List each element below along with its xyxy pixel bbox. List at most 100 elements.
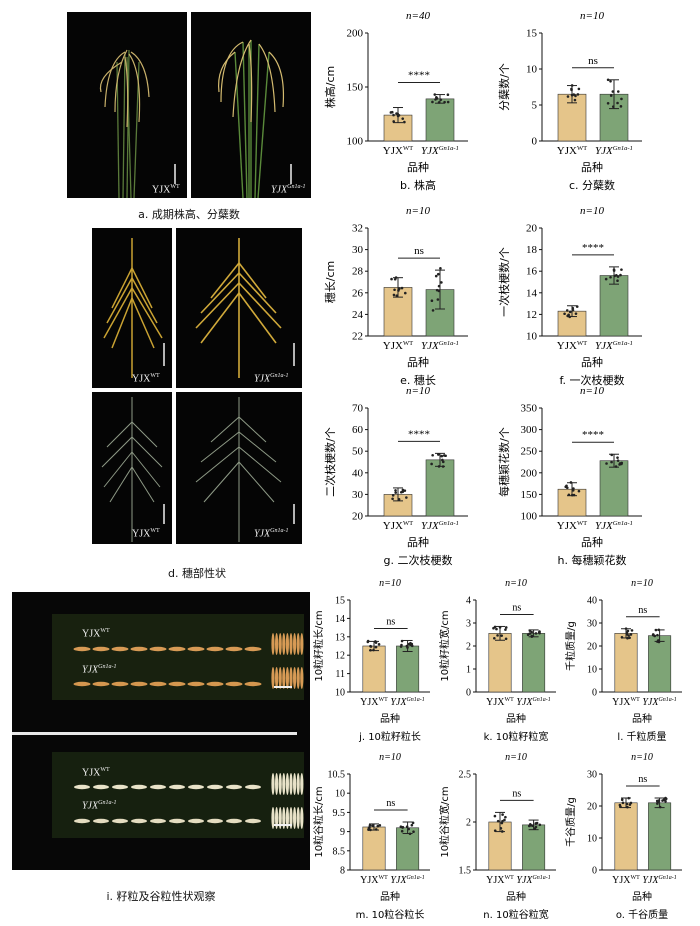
y-tick-label: 9 <box>340 827 345 838</box>
data-point <box>627 634 630 637</box>
data-point <box>441 458 444 462</box>
caption-i: i. 籽粒及谷粒性状观察 <box>106 890 216 903</box>
y-tick-label: 1 <box>466 665 471 676</box>
grain <box>187 681 205 687</box>
y-tick-label: 26 <box>352 287 364 299</box>
data-point <box>496 819 500 823</box>
y-tick-label: 100 <box>521 511 538 523</box>
grain <box>206 681 224 687</box>
n-label: n=40 <box>406 10 430 22</box>
x-axis-label: 品种 <box>581 355 603 369</box>
y-tick-label: 300 <box>521 424 538 436</box>
data-point <box>410 644 414 648</box>
chart-m: n=10 8 8.5 9 9.5 10 10.5 10粒谷粒长/cm YJXWT YJXGn1a-… <box>312 742 440 924</box>
data-point <box>573 98 577 102</box>
data-point <box>504 628 507 631</box>
y-tick-label: 13 <box>335 632 345 643</box>
x-axis-label: 品种 <box>506 890 526 903</box>
x-tick-label: YJXWT <box>486 697 514 708</box>
bar-wt <box>614 802 638 871</box>
y-tick-label: 11 <box>335 669 345 680</box>
grain <box>300 807 304 829</box>
seed-tray-bottom <box>52 752 304 838</box>
grain <box>149 681 167 687</box>
x-axis-label: 品种 <box>581 160 603 174</box>
y-tick-label: 50 <box>352 446 364 458</box>
data-point <box>401 117 405 120</box>
grain <box>285 667 289 689</box>
data-point <box>651 633 655 636</box>
x-axis-label: 品种 <box>632 712 652 725</box>
data-point <box>621 801 625 805</box>
y-tick-label: 15 <box>335 596 345 607</box>
data-point <box>496 634 499 637</box>
x-tick-label: YJXGn1a-1 <box>516 875 550 886</box>
y-tick-label: 14 <box>526 287 538 299</box>
photo-branch-gn1a: YJXGn1a-1 <box>176 392 302 544</box>
grain <box>282 667 286 689</box>
data-point <box>431 100 434 104</box>
y-axis-label: 分蘖数/个 <box>497 63 511 111</box>
y-tick-label: 3 <box>466 619 471 630</box>
data-point <box>620 268 623 271</box>
n-label: n=10 <box>505 578 527 589</box>
y-tick-label: 8.5 <box>333 846 346 857</box>
data-point <box>394 491 397 494</box>
panel-caption: e. 穗长 <box>400 374 436 387</box>
data-point <box>395 294 399 298</box>
data-point <box>500 634 503 637</box>
grain <box>282 807 286 829</box>
data-point <box>431 453 434 457</box>
grain <box>285 633 289 655</box>
photo-label-wt: YJX <box>152 184 171 196</box>
significance-label: ns <box>638 774 647 785</box>
grain <box>74 784 90 790</box>
chart-n: n=10 1.5 2 2.5 10粒谷粒宽/cm YJXWT YJXGn1a-1 ns 品种 n.… <box>438 742 566 924</box>
grain <box>282 633 286 655</box>
data-point <box>367 826 371 830</box>
n-label: n=10 <box>406 385 430 397</box>
photo-panicle-wt: YJXWT <box>92 228 172 388</box>
x-tick-label: YJXGn1a-1 <box>595 340 633 352</box>
grain <box>225 681 243 687</box>
significance-label: **** <box>408 428 430 440</box>
data-point <box>565 486 569 490</box>
y-tick-label: 2.5 <box>459 770 472 781</box>
y-tick-label: 250 <box>521 446 538 458</box>
significance-label: ns <box>638 605 647 616</box>
y-tick-label: 9.5 <box>333 808 346 819</box>
data-point <box>431 309 435 312</box>
x-axis-label: 品种 <box>581 535 603 549</box>
y-tick-label: 20 <box>587 642 597 653</box>
data-point <box>504 626 508 629</box>
y-tick-label: 15 <box>526 28 538 40</box>
grain <box>149 646 167 652</box>
chart-g: n=10 20 30 40 50 60 70 二次枝梗数/个 YJXWT YJXGn1a-1 ***… <box>320 380 490 570</box>
data-point <box>446 100 450 104</box>
grain <box>271 773 275 795</box>
data-point <box>412 830 415 833</box>
grain <box>296 807 300 829</box>
x-tick-label: YJXWT <box>612 875 640 886</box>
data-point <box>664 797 668 801</box>
data-point <box>530 630 534 634</box>
y-tick-label: 10 <box>335 789 345 800</box>
bar-gn1a <box>648 635 672 693</box>
grain <box>131 818 147 824</box>
y-tick-label: 4 <box>466 596 471 607</box>
data-point <box>605 462 608 465</box>
data-point <box>528 632 532 635</box>
grain <box>245 784 261 790</box>
grain <box>207 818 223 824</box>
grain <box>73 681 91 687</box>
bar-wt <box>362 826 386 871</box>
bar-wt <box>362 645 386 693</box>
data-point <box>574 312 578 315</box>
data-point <box>538 823 542 827</box>
photo-branch-wt: YJXWT <box>92 392 172 544</box>
grain <box>92 646 110 652</box>
grain <box>300 773 304 795</box>
significance-label: ns <box>386 798 395 809</box>
data-point <box>400 643 403 647</box>
data-point <box>377 642 381 646</box>
